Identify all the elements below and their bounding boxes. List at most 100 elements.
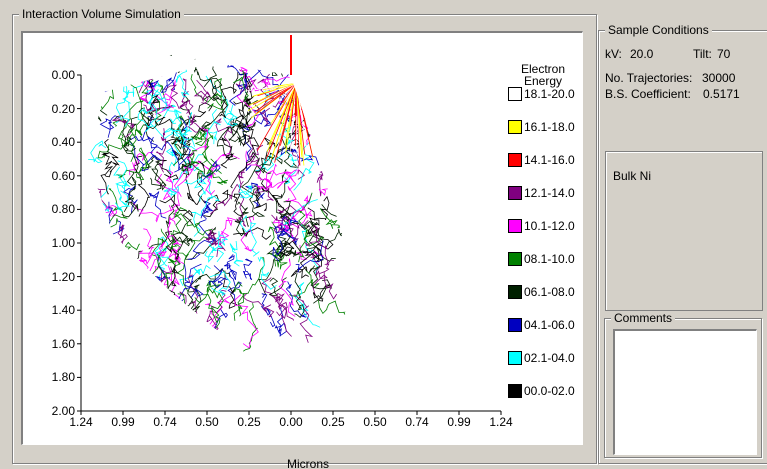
x-axis-label: Microns [286, 457, 329, 469]
tilt-label: Tilt: [693, 47, 712, 61]
trajectory-path [197, 160, 220, 204]
y-tick-label: 0.60 [51, 168, 75, 183]
trajectory-path [293, 78, 327, 93]
trajectory-path [257, 147, 286, 175]
trajectory-path [185, 102, 213, 126]
trajectory-path [134, 250, 153, 274]
legend-swatch [508, 120, 522, 134]
trajectory-path [143, 228, 159, 272]
trajectory-path [285, 281, 309, 318]
trajectory-path [150, 168, 167, 191]
y-tick-label: 0.80 [51, 202, 75, 217]
sample-conditions-group: Sample Conditions kV: 20.0 Tilt: 70 No. … [598, 23, 767, 464]
trajectory-path [156, 173, 179, 221]
trajectory-path [220, 72, 239, 110]
x-tick-label: 0.50 [195, 415, 219, 429]
trajectory-path [268, 83, 297, 145]
trajectory-path [291, 220, 318, 234]
trajectory-path [230, 136, 260, 189]
tilt-value: 70 [717, 47, 731, 61]
trajectory-path [108, 188, 128, 232]
trajectory-path [193, 79, 211, 104]
trajectory-path [151, 301, 178, 341]
trajectory-path [209, 271, 231, 296]
trajectory-path [210, 79, 228, 119]
trajectory-path [170, 109, 196, 147]
trajectory-path [136, 147, 151, 181]
trajectory-path [281, 216, 298, 245]
trajectory-path [184, 177, 207, 202]
legend-label: 16.1-18.0 [524, 120, 575, 134]
trajectory-path [240, 151, 260, 203]
x-tick-label: 0.74 [153, 415, 177, 429]
trajectory-path [238, 184, 254, 199]
trajectory-path [187, 114, 209, 133]
trajectory-path [185, 174, 203, 206]
trajectory-path [294, 273, 305, 318]
trajectory-path [219, 137, 235, 169]
trajectory-path [127, 124, 145, 163]
y-tick-label: 0.40 [51, 135, 75, 150]
trajectory-path [274, 250, 288, 270]
legend-label: 02.1-04.0 [524, 351, 575, 365]
trajectory-path [100, 241, 117, 278]
trajectory-path [256, 92, 275, 125]
trajectory-path [115, 160, 128, 202]
trajectory-path [264, 83, 297, 91]
sample-name: Bulk Ni [613, 169, 652, 183]
trajectory-path [192, 58, 212, 88]
trajectory-path [203, 66, 223, 101]
kv-label: kV: [605, 47, 622, 61]
legend-label: 10.1-12.0 [524, 219, 575, 233]
trajectory-path [93, 61, 113, 78]
trajectory-path [166, 216, 182, 246]
trajectory-path [165, 169, 180, 212]
trajectory-path [164, 138, 191, 161]
trajectory-path [256, 170, 293, 191]
trajectory-path [242, 258, 253, 281]
trajectory-path [181, 78, 191, 116]
trajectory-path [81, 107, 108, 131]
trajectory-path [113, 166, 131, 192]
trajectory-path [165, 293, 186, 344]
trajectory-path [150, 136, 180, 170]
x-tick-label: 1.24 [489, 415, 513, 429]
trajectory-path [148, 191, 167, 219]
trajectory-path [174, 117, 191, 173]
trajectory-path [257, 73, 277, 97]
trajectory-path [154, 159, 179, 180]
trajectory-path [186, 111, 226, 143]
trajectory-path [179, 292, 200, 314]
trajectory-path [289, 83, 297, 154]
trajectory-path [122, 185, 138, 213]
trajectory-path [318, 300, 353, 323]
trajectory-path [148, 113, 175, 139]
trajectory-path [204, 231, 220, 263]
trajectory-path [112, 119, 129, 147]
trajectory-path [280, 146, 320, 166]
trajectory-path [124, 250, 142, 281]
trajectory-path [313, 224, 334, 266]
sample-description-box: Bulk Ni [605, 151, 763, 311]
y-tick-label: 1.80 [51, 370, 75, 385]
trajectory-path [293, 294, 314, 343]
trajectory-path [287, 112, 312, 146]
trajectory-path [112, 118, 135, 138]
bs-coefficient-label: B.S. Coefficient: [605, 87, 691, 101]
comments-textarea[interactable] [613, 329, 757, 455]
trajectory-path [321, 204, 346, 248]
legend-swatch [508, 351, 522, 365]
trajectory-path [240, 303, 258, 354]
trajectory-path [163, 185, 179, 197]
legend-swatch [508, 153, 522, 167]
trajectory-path [204, 152, 240, 175]
simulation-group: Interaction Volume Simulation 0.00 0.20 0.… [12, 7, 597, 469]
trajectory-path [276, 240, 302, 259]
legend-swatch [508, 252, 522, 266]
trajectory-path [295, 83, 302, 156]
trajectory-path [168, 298, 185, 347]
trajectory-path [123, 171, 137, 213]
trajectory-path [298, 234, 324, 263]
legend-label: 06.1-08.0 [524, 285, 575, 299]
trajectory-path [302, 246, 325, 263]
